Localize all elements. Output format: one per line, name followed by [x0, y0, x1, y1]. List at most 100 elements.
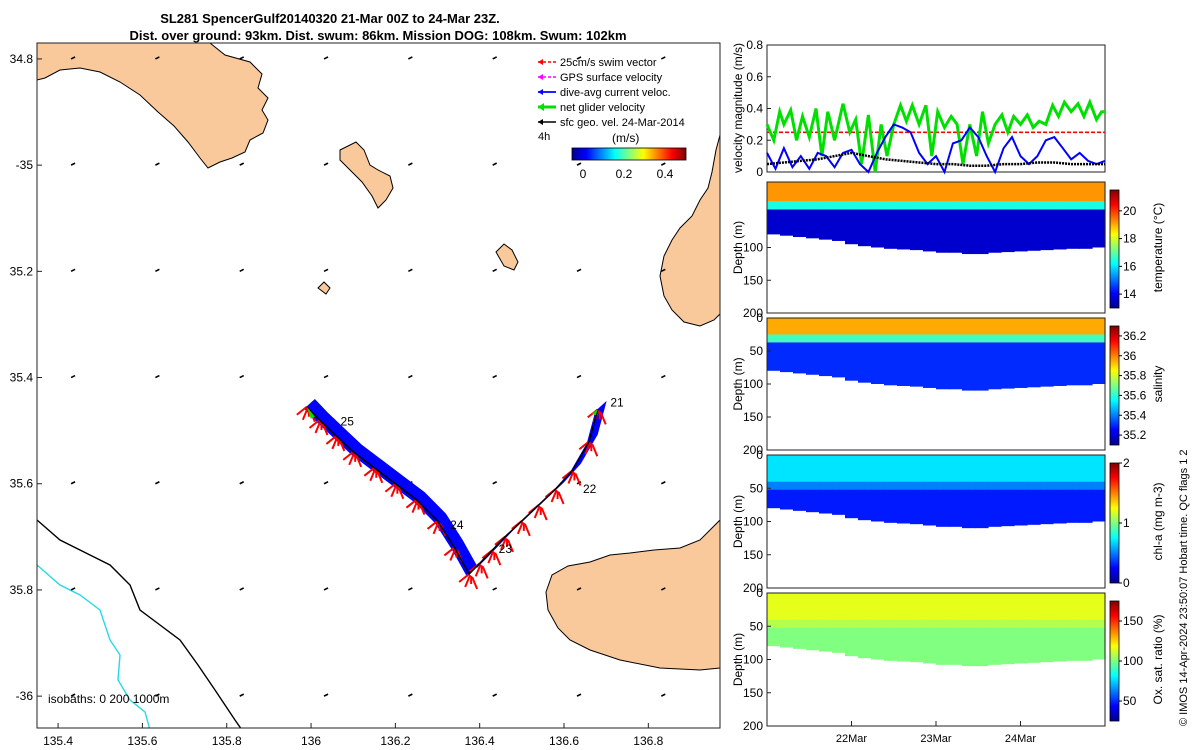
geo-arrow: [492, 374, 498, 379]
geo-arrow: [660, 268, 666, 273]
title-line-2: Dist. over ground: 93km. Dist. swum: 86k…: [129, 28, 626, 43]
section-cell-upper: [1014, 318, 1028, 335]
section-cell-upper: [910, 593, 924, 620]
geo-arrow: [576, 162, 582, 166]
colorbar-tick-label: 14: [1123, 287, 1137, 301]
geo-arrow: [239, 268, 245, 273]
section-cell-thermocline: [858, 201, 872, 210]
section-cell-upper: [780, 455, 794, 482]
section-cell-upper: [819, 593, 833, 620]
section-cell-thermocline: [819, 201, 833, 210]
title-line-1: SL281 SpencerGulf20140320 21-Mar 00Z to …: [160, 11, 500, 26]
section-cell-thermocline: [1040, 619, 1054, 628]
section-ylabel: Depth (m): [731, 357, 745, 410]
section-cell-thermocline: [793, 481, 807, 490]
section-cell-thermocline: [962, 334, 976, 343]
section-cell-thermocline: [832, 334, 846, 343]
section-cell-thermocline: [949, 334, 963, 343]
legend-sfc-geo: sfc geo. vel. 24-Mar-2014: [538, 117, 685, 129]
section-cell-thermocline: [1014, 334, 1028, 343]
section-cell-thermocline: [988, 481, 1002, 490]
geo-arrow: [576, 693, 582, 697]
section-cell-lower: [1040, 209, 1054, 251]
geo-arrow: [70, 587, 76, 591]
section-cell-thermocline: [806, 481, 820, 490]
map-colorbar-tick-1: 0.2: [616, 167, 633, 181]
net-glider-velocity: [306, 406, 315, 419]
section-cell-thermocline: [975, 481, 989, 490]
section-cell-lower: [975, 209, 989, 255]
geo-arrow: [155, 693, 160, 697]
colorbar-tick-label: 0: [1123, 576, 1130, 590]
swim-vector: [405, 498, 418, 509]
section-cell-lower: [845, 627, 859, 657]
section-cell-upper: [910, 182, 924, 202]
velocity-series-line: [765, 98, 1105, 173]
section-cell-thermocline: [1053, 481, 1067, 490]
section-cell-upper: [949, 455, 963, 482]
section-cell-thermocline: [806, 619, 820, 628]
section-ytick-label: 50: [750, 344, 764, 358]
swim-vector: [338, 438, 346, 452]
section-cell-lower: [871, 342, 885, 384]
section-cell-thermocline: [1079, 481, 1093, 490]
section-cell-upper: [897, 182, 911, 202]
geo-arrow: [239, 162, 245, 166]
legend-gps-surface: GPS surface velocity: [538, 72, 663, 84]
section-cell-lower: [845, 342, 859, 381]
geo-arrow: [660, 693, 666, 697]
section-cell-lower: [923, 489, 937, 526]
section-cell-upper: [962, 455, 976, 482]
section-cell-upper: [1040, 182, 1054, 202]
colorbar-tick-label: 35.8: [1123, 369, 1147, 383]
section-cell-upper: [819, 318, 833, 335]
section-cell-lower: [1001, 342, 1015, 389]
map-y-axis: 34.8 -35 35.2 35.4 35.6 35.8 -36: [10, 52, 42, 703]
section-ytick-label: 150: [743, 548, 763, 562]
section-cell-lower: [819, 342, 833, 377]
section-cell-lower: [1053, 342, 1067, 386]
section-cell-lower: [767, 342, 781, 371]
geo-arrow: [70, 56, 76, 60]
map-x-axis: 135.4 135.6 135.8 136 136.2 136.4 136.6 136.8: [43, 723, 664, 748]
section-ytick-label: 150: [743, 686, 763, 700]
section-cell-thermocline: [1027, 619, 1041, 628]
time-tick-label: 23Mar: [920, 733, 952, 745]
section-cell-thermocline: [1001, 334, 1015, 343]
section-cell-upper: [1014, 455, 1028, 482]
section-cell-upper: [845, 455, 859, 482]
section-cell-upper: [1079, 182, 1093, 202]
map-axes-frame: [36, 42, 721, 729]
section-cell-lower: [1092, 209, 1106, 248]
day-label: 23: [499, 542, 513, 556]
colorbar-label: Ox. sat. ratio (%): [1151, 614, 1165, 704]
section-cell-upper: [988, 455, 1002, 482]
section-cell-upper: [923, 318, 937, 335]
section-cell-lower: [884, 342, 898, 386]
footer-credit: © IMOS 14-Apr-2024 23:50:07 Hobart time.…: [1178, 449, 1190, 726]
section-cell-lower: [1027, 209, 1041, 251]
swim-vector: [464, 574, 472, 588]
section-cell-lower: [1079, 627, 1093, 661]
section-cell-thermocline: [923, 334, 937, 343]
section-cell-upper: [1040, 593, 1054, 620]
section-cell-thermocline: [1092, 619, 1106, 628]
geo-arrow: [408, 56, 413, 60]
section-cell-upper: [806, 318, 820, 335]
section-cell-thermocline: [767, 334, 781, 343]
geo-arrow: [239, 56, 245, 60]
geo-arrow: [70, 481, 76, 485]
map-xtick-label: 136.8: [633, 734, 663, 748]
section-cell-thermocline: [923, 201, 937, 210]
section-cell-thermocline: [949, 619, 963, 628]
geo-arrow: [660, 587, 666, 591]
section-cell-thermocline: [1066, 201, 1080, 210]
section-cell-thermocline: [845, 334, 859, 343]
section-cell-thermocline: [949, 481, 963, 490]
section-cell-lower: [975, 489, 989, 529]
time-tick-label: 24Mar: [1005, 733, 1037, 745]
section-cell-lower: [858, 489, 872, 521]
section-cell-lower: [988, 342, 1002, 390]
swim-vector: [376, 470, 384, 484]
